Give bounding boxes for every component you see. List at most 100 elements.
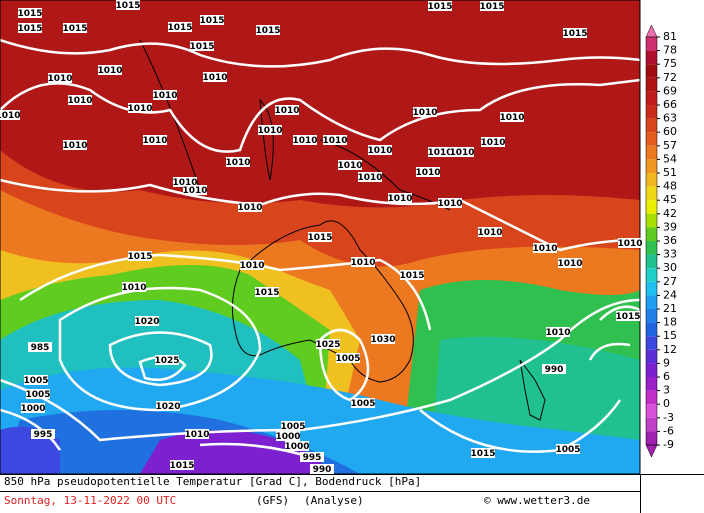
isobar-label-bg xyxy=(63,140,87,150)
colorbar-swatch xyxy=(646,50,657,65)
isobar-label: 1015 xyxy=(167,23,192,33)
isobar-label-bg xyxy=(450,147,474,157)
isobar-label-bg xyxy=(618,238,642,248)
isobar-label-bg xyxy=(368,145,392,155)
isobar-label: 1015 xyxy=(255,26,280,36)
colorbar-swatch xyxy=(646,159,657,173)
colorbar-swatch xyxy=(646,91,657,105)
isobar-label-bg xyxy=(310,464,334,474)
isobar-label: 1000 xyxy=(275,432,300,442)
isobar-label: 1005 xyxy=(555,445,580,455)
isobars xyxy=(0,38,640,462)
footer-model: (GFS) xyxy=(256,494,289,507)
isobar-label: 1010 xyxy=(427,148,452,158)
isobar-label-bg xyxy=(200,15,224,25)
isobar-label-bg xyxy=(481,137,505,147)
isobar-label-bg xyxy=(281,421,305,431)
isobar-label: 1010 xyxy=(274,106,299,116)
isobar-label-bg xyxy=(256,25,280,35)
isobar-label-bg xyxy=(546,327,570,337)
isobar-label-bg xyxy=(168,22,192,32)
isobar-label-bg xyxy=(18,23,42,33)
isobar-label: 1025 xyxy=(154,356,179,366)
colorbar-swatch xyxy=(646,213,657,228)
colorbar-swatch xyxy=(646,105,657,119)
colorbar-swatch xyxy=(646,186,657,201)
isobar-label: 1030 xyxy=(370,335,395,345)
isobar-label-bg xyxy=(122,282,146,292)
isobar-label-bg xyxy=(153,90,177,100)
isobar-label-bg xyxy=(400,270,424,280)
isobar-label: 1015 xyxy=(17,24,42,34)
colorbar-label: 9 xyxy=(663,356,670,369)
colorbar-swatch xyxy=(646,227,657,241)
isobar-label-bg xyxy=(428,1,452,11)
isobar-label-bg xyxy=(471,448,495,458)
colorbar-swatch xyxy=(646,145,657,160)
map-field xyxy=(0,0,640,474)
isobar-label: 1010 xyxy=(532,244,557,254)
isobar-label-bg xyxy=(276,431,300,441)
isobar-label-bg xyxy=(255,287,279,297)
colorbar-swatch xyxy=(646,404,657,418)
colorbar-swatch xyxy=(646,390,657,405)
isobar-label-bg xyxy=(98,65,122,75)
isobar-label: 985 xyxy=(31,343,50,353)
isobar-label: 1010 xyxy=(415,168,440,178)
isobar-labels: 1015 1015 1015 1015 1015 1015 1015 1015 1015 1015… xyxy=(0,0,643,475)
isobar-label-bg xyxy=(533,243,557,253)
colorbar-label: 54 xyxy=(663,152,677,165)
isobar-label-bg xyxy=(135,316,159,326)
colorbar-label: 39 xyxy=(663,220,677,233)
coastlines xyxy=(139,39,546,421)
isobar-label-bg xyxy=(371,334,395,344)
colorbar-label: -6 xyxy=(663,424,674,437)
isobar-label-bg xyxy=(358,172,382,182)
isobar-label: 1015 xyxy=(189,42,214,52)
isobar-label-bg xyxy=(128,103,152,113)
isobar-label: 1010 xyxy=(387,194,412,204)
isobar-label: 1010 xyxy=(62,141,87,151)
isobar-label-bg xyxy=(155,355,179,365)
colorbar-swatch xyxy=(646,37,657,51)
isobar-label: 1010 xyxy=(545,328,570,338)
colorbar-swatch xyxy=(646,377,657,391)
isobar-label-bg xyxy=(203,72,227,82)
isobar-label: 1010 xyxy=(480,138,505,148)
colorbar-label: 6 xyxy=(663,370,670,383)
isobar-label-bg xyxy=(238,202,262,212)
isobar-label: 1000 xyxy=(20,404,45,414)
colorbar-swatch xyxy=(646,200,657,214)
colorbar-label: 63 xyxy=(663,112,677,125)
isobar-label: 1010 xyxy=(121,283,146,293)
isobar-label: 1000 xyxy=(284,442,309,452)
isobar-label: 1010 xyxy=(0,111,21,121)
isobar-label-bg xyxy=(285,441,309,451)
colorbar-label: 57 xyxy=(663,139,677,152)
colorbar-swatch xyxy=(646,241,657,255)
isobar-label: 1010 xyxy=(172,178,197,188)
isobar-label-bg xyxy=(185,429,209,439)
isobar-label: 1015 xyxy=(199,16,224,26)
isobar-label-bg xyxy=(226,157,250,167)
isobar-label-bg xyxy=(0,110,20,120)
colorbar-label: 51 xyxy=(663,166,677,179)
colorbar-swatch xyxy=(646,132,657,146)
colorbar-label: -9 xyxy=(663,438,674,451)
isobar-label-bg xyxy=(323,135,347,145)
isobar-label: 1005 xyxy=(335,354,360,364)
isobar-label-bg xyxy=(388,193,412,203)
isobar-label: 1025 xyxy=(315,340,340,350)
isobar-label: 1010 xyxy=(477,228,502,238)
isobar-label-bg xyxy=(128,251,152,261)
isobar-label: 995 xyxy=(34,430,53,440)
colorbar-label: 48 xyxy=(663,180,677,193)
colorbar-cap xyxy=(645,24,658,38)
colorbar-swatch xyxy=(646,281,657,296)
isobar-label-bg xyxy=(351,257,375,267)
isobar-label-bg xyxy=(28,342,52,352)
colorbar-label: 15 xyxy=(663,329,677,342)
isobar-label: 1010 xyxy=(367,146,392,156)
isobar-label: 995 xyxy=(303,453,322,463)
